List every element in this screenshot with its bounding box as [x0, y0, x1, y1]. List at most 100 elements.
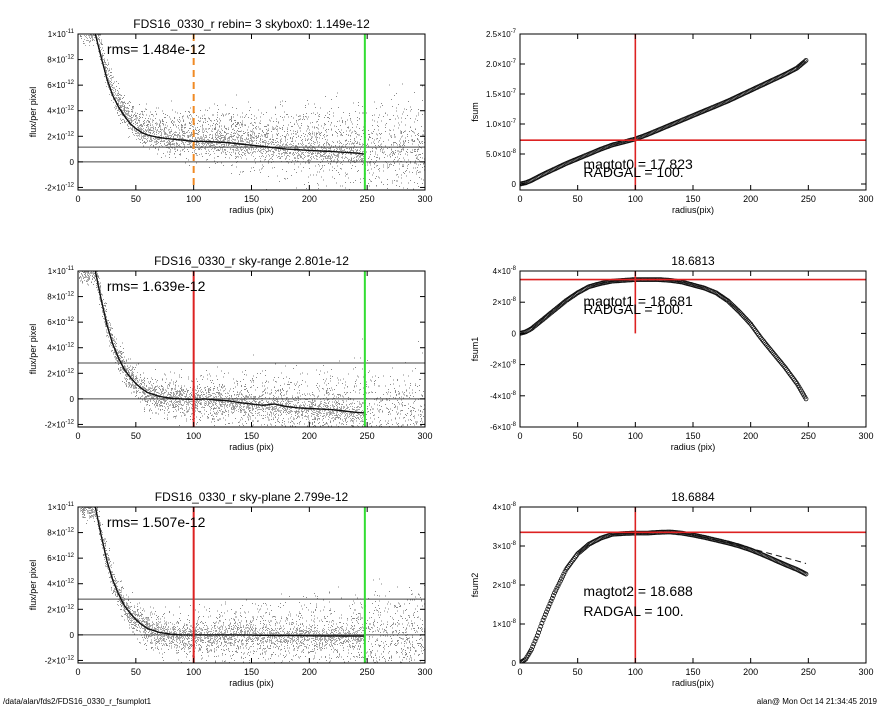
x-tick-label: 200 [302, 431, 317, 441]
x-tick-label: 250 [801, 667, 816, 677]
y-tick-exponent: -8 [511, 619, 517, 625]
y-tick-exponent: -12 [65, 604, 74, 610]
y-tick-label: 2×10-12 [47, 131, 74, 141]
y-tick-exponent: -8 [511, 502, 517, 508]
y-tick-mantissa: -4×10 [490, 392, 511, 401]
y-tick-label: 2.5×10-7 [486, 29, 517, 39]
y-axis-label: flux/per pixel [28, 560, 38, 611]
x-tick-label: 250 [801, 194, 816, 204]
rms-annotation: rms= 1.639e-12 [107, 278, 206, 294]
y-tick-exponent: -12 [65, 655, 74, 661]
chart-title: 18.6813 [671, 254, 715, 268]
y-tick-mantissa: 0 [70, 158, 75, 167]
y-tick-exponent: -8 [511, 360, 517, 366]
x-tick-label: 300 [417, 667, 432, 677]
y-tick-mantissa: -6×10 [490, 423, 511, 432]
median-profile-line [94, 271, 365, 414]
y-tick-label: 1×10-8 [493, 619, 517, 629]
y-tick-mantissa: -2×10 [490, 361, 511, 370]
x-tick-label: 50 [131, 431, 141, 441]
y-tick-label: 0 [70, 631, 75, 640]
x-axis-label: radius (pix) [229, 205, 274, 215]
y-tick-exponent: -8 [511, 422, 517, 428]
y-tick-label: 8×10-12 [47, 55, 74, 65]
y-tick-label: 4×10-8 [493, 502, 517, 512]
median-profile-line [94, 507, 365, 637]
x-tick-label: 0 [517, 431, 522, 441]
y-tick-exponent: -12 [65, 317, 74, 323]
y-tick-label: 4×10-12 [47, 343, 74, 353]
y-tick-mantissa: -2×10 [45, 183, 66, 192]
y-axis-label: flux/per pixel [28, 87, 38, 138]
y-tick-mantissa: 3×10 [493, 542, 512, 551]
x-tick-label: 100 [186, 667, 201, 677]
y-tick-mantissa: 1×10 [48, 267, 67, 276]
scatter-cloud [80, 507, 425, 663]
y-tick-label: 4×10-8 [493, 266, 517, 276]
x-tick-label: 50 [131, 667, 141, 677]
y-axis-label: flux/per pixel [28, 324, 38, 375]
y-tick-mantissa: 1.0×10 [486, 120, 511, 129]
x-tick-label: 150 [685, 194, 700, 204]
y-tick-mantissa: 2×10 [493, 298, 512, 307]
y-tick-exponent: -7 [511, 89, 517, 95]
y-tick-label: 0 [512, 659, 517, 668]
chart-panel-1: rms= 1.484e-12 FDS16_0330_r rebin= 3 skyb… [28, 17, 433, 215]
y-tick-label: 0 [512, 329, 517, 338]
y-tick-label: 6×10-12 [47, 553, 74, 563]
y-tick-label: 1×10-11 [48, 29, 75, 39]
x-tick-label: 100 [186, 431, 201, 441]
y-tick-exponent: -8 [511, 541, 517, 547]
chart-title: FDS16_0330_r sky-range 2.801e-12 [154, 254, 349, 268]
x-tick-label: 200 [302, 667, 317, 677]
y-tick-exponent: -11 [66, 29, 75, 35]
magtot-annotation: magtot2 = 18.688 [583, 583, 693, 599]
y-tick-label: 2×10-12 [47, 368, 74, 378]
y-tick-mantissa: 8×10 [47, 56, 66, 65]
model-dashed-line [727, 541, 807, 564]
y-axis-label: fsum1 [470, 337, 480, 362]
y-tick-label: 1×10-11 [48, 502, 75, 512]
y-tick-label: -4×10-8 [490, 391, 517, 401]
y-tick-exponent: -11 [66, 266, 75, 272]
y-tick-exponent: -8 [511, 266, 517, 272]
x-tick-label: 250 [801, 431, 816, 441]
y-tick-label: 6×10-12 [47, 80, 74, 90]
y-tick-label: 8×10-12 [47, 528, 74, 538]
y-tick-exponent: -12 [65, 579, 74, 585]
scatter-points-core [84, 34, 366, 166]
y-tick-mantissa: 1×10 [493, 620, 512, 629]
x-tick-label: 100 [628, 194, 643, 204]
fsum-points [520, 58, 809, 187]
x-tick-label: 300 [858, 431, 873, 441]
y-tick-label: -2×10-12 [45, 419, 75, 429]
x-tick-label: 0 [517, 194, 522, 204]
plot-area [520, 34, 866, 190]
scatter-points-core [84, 271, 366, 427]
y-tick-label: 4×10-12 [47, 579, 74, 589]
y-tick-mantissa: 4×10 [493, 267, 512, 276]
y-axis-label: fsum [470, 102, 480, 122]
y-tick-exponent: -12 [65, 368, 74, 374]
radgal-annotation: RADGAL = 100. [583, 164, 683, 180]
y-tick-mantissa: 2×10 [47, 605, 66, 614]
chart-panel-6: magtot2 = 18.688 RADGAL = 100. 18.6884 0 50 1… [470, 490, 874, 688]
plot-area [520, 271, 866, 402]
scatter-dense [84, 271, 366, 427]
scatter-points [80, 507, 425, 663]
x-tick-label: 0 [517, 667, 522, 677]
y-tick-label: 0 [512, 180, 517, 189]
y-tick-label: 2×10-8 [493, 580, 517, 590]
y-tick-exponent: -12 [65, 182, 74, 188]
x-tick-label: 100 [628, 667, 643, 677]
x-tick-label: 300 [858, 194, 873, 204]
x-tick-label: 150 [685, 431, 700, 441]
magtot-annotation: magtot1 = 18.681 [583, 293, 693, 309]
chart-panel-2: rms= 1.639e-12 FDS16_0330_r sky-range 2.8… [28, 254, 433, 452]
x-tick-label: 150 [685, 667, 700, 677]
rms-annotation: rms= 1.484e-12 [107, 41, 206, 57]
y-tick-mantissa: 4×10 [47, 344, 66, 353]
y-tick-label: 2.0×10-7 [486, 59, 517, 69]
y-tick-label: 2×10-12 [47, 604, 74, 614]
